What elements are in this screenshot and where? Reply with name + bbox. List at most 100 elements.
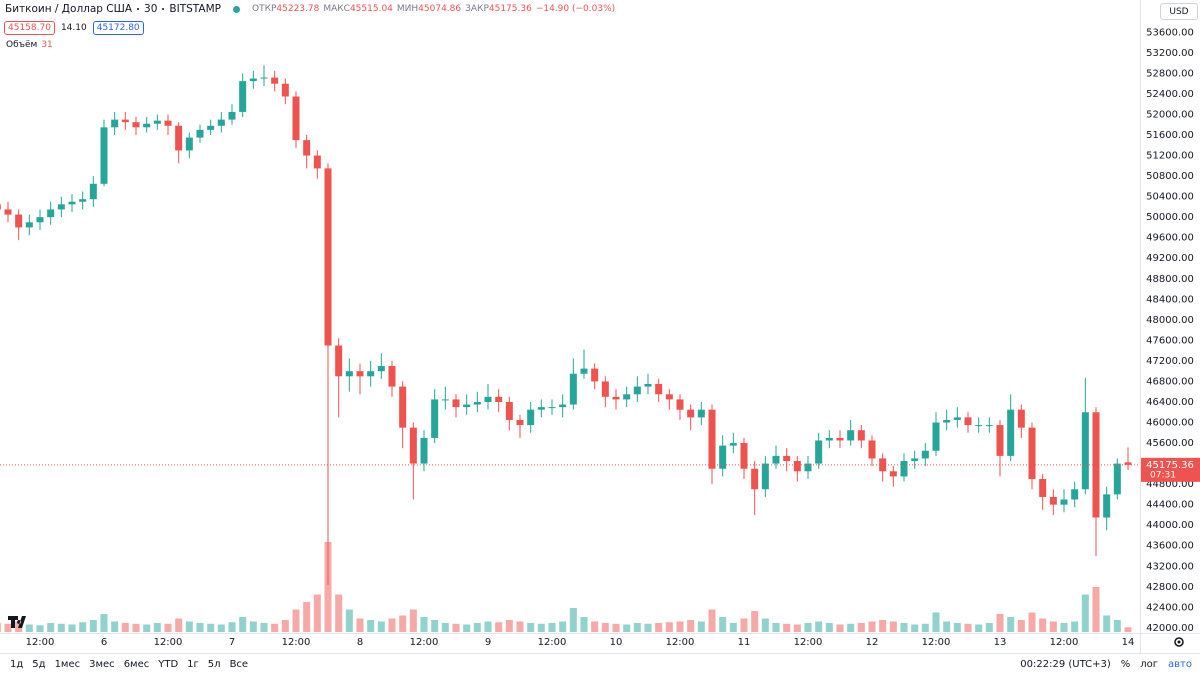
volume-bar xyxy=(793,624,801,632)
volume-bar xyxy=(345,609,353,632)
candle-body xyxy=(719,445,727,469)
volume-bar xyxy=(239,617,247,632)
y-tick-label: 52800.00 xyxy=(1146,68,1194,79)
candle-body xyxy=(996,425,1004,456)
volume-bar xyxy=(729,623,737,632)
x-tick-label: 12:00 xyxy=(1050,637,1079,648)
volume-bar xyxy=(1049,621,1057,632)
currency-select[interactable]: USD xyxy=(1160,3,1198,20)
y-tick-label: 50800.00 xyxy=(1146,171,1194,182)
y-tick-label: 46400.00 xyxy=(1146,397,1194,408)
volume-bar xyxy=(612,623,620,632)
x-tick-label: 8 xyxy=(357,637,363,648)
volume-bar xyxy=(36,625,44,632)
market-status xyxy=(232,5,240,13)
candle-body xyxy=(900,461,908,477)
candle-body xyxy=(36,217,44,223)
volume-bar xyxy=(943,621,951,632)
y-tick-label: 47200.00 xyxy=(1146,356,1194,367)
candle-body xyxy=(420,437,428,464)
y-tick-label: 44800.00 xyxy=(1146,479,1194,490)
separator xyxy=(162,8,165,10)
y-tick-label: 44400.00 xyxy=(1146,500,1194,511)
toolbar-right: 00:22:29 (UTC+3) % лог авто xyxy=(1020,659,1192,670)
volume-bar xyxy=(772,623,780,632)
range-button[interactable]: 6мес xyxy=(123,659,150,670)
volume-bar xyxy=(900,623,908,632)
candle-body xyxy=(47,209,55,218)
volume-bar xyxy=(441,623,449,632)
candle-body xyxy=(729,443,737,446)
volume-bar xyxy=(879,620,887,632)
auto-toggle[interactable]: авто xyxy=(1168,659,1192,670)
volume-bar xyxy=(516,621,524,632)
candle-body xyxy=(559,404,567,408)
volume-bar xyxy=(527,623,535,632)
candle-body xyxy=(367,371,375,377)
bid[interactable]: 45158.70 xyxy=(4,21,55,35)
volume-bar xyxy=(911,624,919,632)
x-tick-label: 10 xyxy=(610,637,623,648)
candle-body xyxy=(4,209,12,215)
close-label: ЗАКР xyxy=(465,4,489,14)
candle-body xyxy=(292,96,300,141)
volume-bar xyxy=(804,623,812,632)
volume-bar xyxy=(281,620,289,632)
candle-body xyxy=(196,129,204,138)
candle-body xyxy=(495,396,503,402)
y-tick-label: 51200.00 xyxy=(1146,151,1194,162)
x-tick-label: 12 xyxy=(866,637,879,648)
y-tick-label: 46800.00 xyxy=(1146,376,1194,387)
y-tick-label: 47600.00 xyxy=(1146,335,1194,346)
volume-bar xyxy=(409,609,417,632)
close-value: 45175.36 xyxy=(488,4,532,14)
candle-body xyxy=(964,417,972,426)
volume-bar xyxy=(1103,615,1111,632)
range-button[interactable]: 1д xyxy=(10,659,24,670)
candle-body xyxy=(0,204,1,210)
x-tick-label: 12:00 xyxy=(26,637,55,648)
candle-body xyxy=(836,437,844,441)
candle-body xyxy=(612,396,620,400)
clock: 00:22:29 (UTC+3) xyxy=(1020,659,1111,670)
candle-body xyxy=(377,366,385,372)
range-button[interactable]: Все xyxy=(229,659,249,670)
y-tick-label: 48000.00 xyxy=(1146,315,1194,326)
volume-bar xyxy=(132,623,140,632)
range-button[interactable]: YTD xyxy=(158,659,179,670)
candle-body xyxy=(207,125,215,130)
volume-bar xyxy=(1017,620,1025,632)
range-button[interactable]: 5д xyxy=(32,659,46,670)
candle-body xyxy=(911,458,919,462)
candle-body xyxy=(217,119,225,126)
candle-body xyxy=(889,471,897,477)
candle-body xyxy=(868,440,876,459)
range-button[interactable]: 1г xyxy=(187,659,199,670)
y-tick-label: 51600.00 xyxy=(1146,130,1194,141)
y-tick-label: 49200.00 xyxy=(1146,253,1194,264)
volume-bar xyxy=(953,623,961,632)
x-tick-label: 6 xyxy=(101,637,107,648)
range-button[interactable]: 5л xyxy=(207,659,221,670)
volume-bar xyxy=(740,618,748,632)
volume-bar xyxy=(1028,612,1036,632)
ask[interactable]: 45172.80 xyxy=(92,21,144,35)
settings-icon[interactable] xyxy=(1174,637,1184,647)
percent-toggle[interactable]: % xyxy=(1120,659,1131,670)
candle-body xyxy=(249,78,257,82)
range-button[interactable]: 3мес xyxy=(89,659,115,670)
y-tick-label: 45600.00 xyxy=(1146,438,1194,449)
candle-body xyxy=(15,214,23,228)
candle-body xyxy=(335,345,343,377)
volume-bar xyxy=(399,615,407,632)
volume-bar xyxy=(985,623,993,632)
range-button[interactable]: 1мес xyxy=(54,659,81,670)
legend: Биткоин / Доллар США 30 BITSTAMP ОТКР 452… xyxy=(5,3,615,15)
y-tick-label: 42800.00 xyxy=(1146,582,1194,593)
candle-body xyxy=(665,394,673,400)
volume-bar xyxy=(228,622,236,632)
candle-body xyxy=(228,111,236,120)
volume-bar xyxy=(164,623,172,632)
log-toggle[interactable]: лог xyxy=(1140,659,1159,670)
spread: 14.10 xyxy=(60,23,87,33)
